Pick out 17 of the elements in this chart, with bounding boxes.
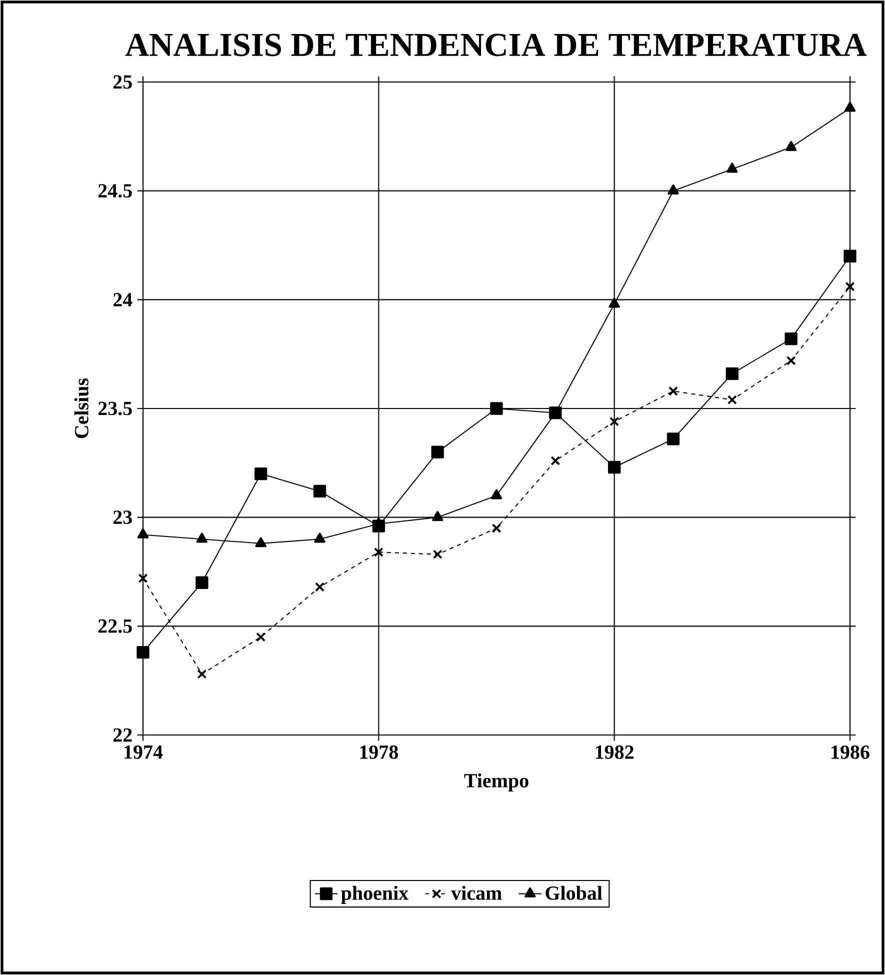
x-tick-label: 1974: [124, 745, 163, 759]
y-tick-label: 22.5: [98, 619, 132, 633]
y-tick-label: 23: [113, 510, 132, 524]
y-tick-label: 22: [113, 728, 132, 742]
y-tick-label: 24.5: [98, 184, 132, 198]
legend-label: phoenix: [341, 886, 408, 904]
x-tick-label: 1978: [360, 745, 398, 759]
x-tick-label: 1982: [596, 745, 634, 759]
y-tick-label: 23.5: [98, 402, 132, 416]
y-tick-label: 25: [113, 75, 132, 89]
x-axis-title: Tiempo: [464, 773, 528, 792]
x-tick-label: 1986: [832, 745, 870, 759]
y-tick-label: 24: [113, 293, 132, 306]
y-axis-title: Celsius: [74, 378, 88, 438]
legend-label: Global: [546, 886, 602, 900]
chart-title: ANALISIS DE TENDENCIA DE TEMPERATURA: [125, 34, 867, 56]
legend-label: vicam: [451, 886, 502, 900]
